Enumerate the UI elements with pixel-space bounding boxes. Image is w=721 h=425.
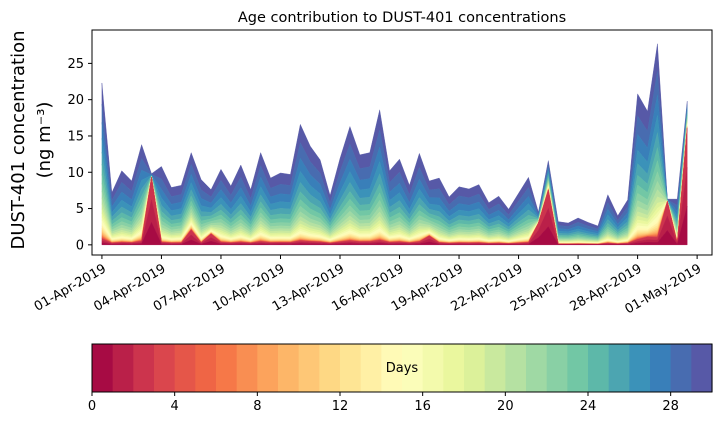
colorbar-band — [92, 344, 114, 392]
y-tick-label: 20 — [67, 93, 84, 108]
colorbar-band — [588, 344, 610, 392]
colorbar-band — [257, 344, 279, 392]
colorbar-band — [298, 344, 320, 392]
colorbar-band — [174, 344, 196, 392]
colorbar-band — [505, 344, 527, 392]
y-tick-label: 0 — [76, 238, 84, 253]
colorbar-band — [422, 344, 444, 392]
colorbar-band — [608, 344, 630, 392]
colorbar-tick-label: 20 — [497, 399, 514, 414]
colorbar-band — [360, 344, 382, 392]
colorbar-ticks: 0 4 8 12 16 20 24 28 — [88, 392, 679, 414]
colorbar-band — [340, 344, 362, 392]
colorbar-band — [546, 344, 568, 392]
y-tick-label: 25 — [67, 57, 84, 72]
colorbar-band — [691, 344, 713, 392]
colorbar-band — [443, 344, 465, 392]
colorbar-band — [195, 344, 217, 392]
colorbar-band — [567, 344, 589, 392]
colorbar-band — [484, 344, 506, 392]
colorbar-label: Days — [386, 361, 419, 376]
stacked-area-layers — [101, 43, 688, 246]
colorbar-tick-label: 8 — [253, 399, 261, 414]
colorbar-band — [629, 344, 651, 392]
colorbar-tick-label: 24 — [580, 399, 597, 414]
colorbar-tick-label: 4 — [171, 399, 179, 414]
colorbar-band — [464, 344, 486, 392]
colorbar-band — [526, 344, 548, 392]
plot-frame — [91, 29, 713, 256]
colorbar-band — [278, 344, 300, 392]
colorbar-band — [650, 344, 672, 392]
x-axis: 01-Apr-201904-Apr-201907-Apr-201910-Apr-… — [32, 255, 704, 317]
age-band-area-0 — [101, 205, 688, 246]
colorbar-band — [112, 344, 134, 392]
y-tick-label: 10 — [67, 166, 84, 181]
y-axis: 0 5 10 15 20 25 — [67, 57, 92, 253]
colorbar-band — [381, 344, 403, 392]
y-tick-label: 15 — [67, 129, 84, 144]
colorbar-tick-label: 28 — [662, 399, 679, 414]
y-axis-label-line1: DUST-401 concentration — [8, 30, 29, 249]
colorbar-band — [133, 344, 155, 392]
colorbar — [92, 344, 713, 392]
colorbar-tick-label: 16 — [414, 399, 431, 414]
colorbar-band — [154, 344, 176, 392]
colorbar-band — [670, 344, 692, 392]
colorbar-band — [319, 344, 341, 392]
colorbar-band — [236, 344, 258, 392]
y-tick-label: 5 — [76, 202, 84, 217]
colorbar-frame — [91, 343, 713, 393]
colorbar-tick-label: 0 — [88, 399, 96, 414]
colorbar-tick-label: 12 — [332, 399, 349, 414]
colorbar-band — [402, 344, 424, 392]
chart-title: Age contribution to DUST-401 concentrati… — [238, 10, 566, 26]
y-axis-label-line2: (ng m⁻³) — [34, 102, 55, 179]
colorbar-band — [216, 344, 238, 392]
